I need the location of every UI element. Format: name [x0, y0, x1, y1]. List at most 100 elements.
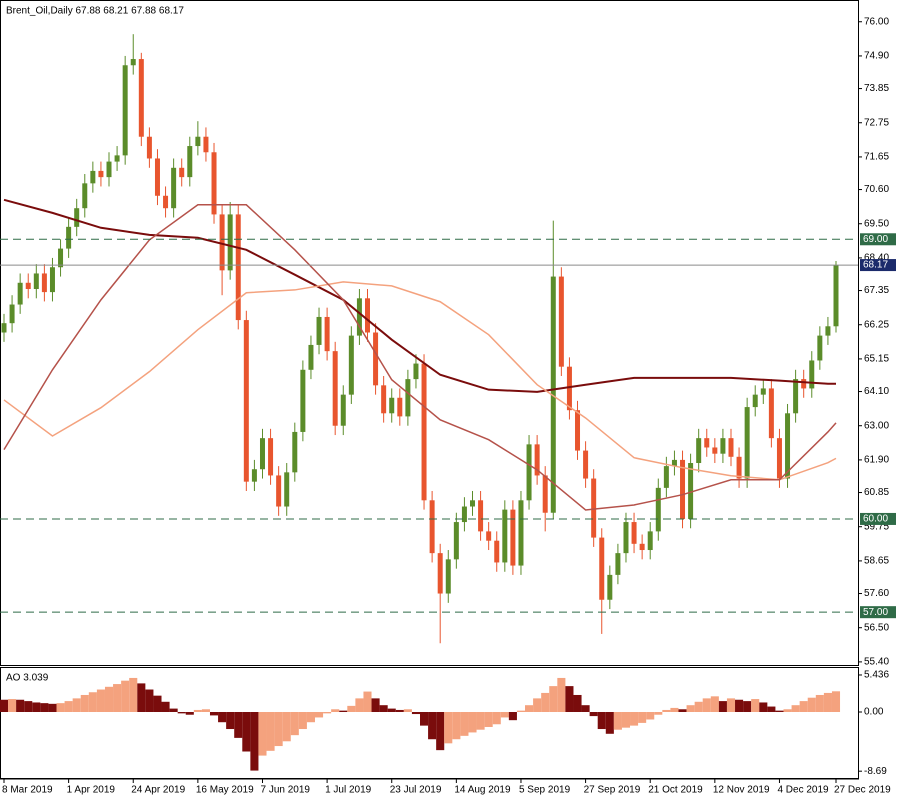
- ao-bar: [557, 677, 566, 712]
- candle-body: [453, 522, 459, 560]
- x-tick-label: 24 Apr 2019: [131, 785, 185, 796]
- candle-body: [704, 438, 710, 448]
- ao-bar: [694, 701, 703, 712]
- ao-bar: [791, 705, 800, 712]
- ao-bar: [40, 703, 49, 712]
- candle-body: [461, 506, 467, 523]
- y-tick-label: 60.85: [864, 487, 889, 498]
- candle-body: [17, 282, 23, 305]
- candle-body: [817, 335, 823, 361]
- ao-bar: [234, 712, 243, 738]
- ao-bar: [282, 712, 291, 742]
- candle-body: [163, 195, 169, 209]
- candle-body: [1, 323, 7, 333]
- ao-bar: [250, 712, 259, 771]
- ao-bar: [32, 702, 41, 712]
- ao-bar: [80, 694, 89, 712]
- ao-bar: [226, 712, 235, 730]
- y-tick-label: 56.50: [864, 622, 889, 633]
- ao-bar: [759, 702, 768, 712]
- ao-bar: [395, 709, 404, 712]
- ao-bar: [484, 712, 493, 727]
- y-tick-label: 63.00: [864, 420, 889, 431]
- price-pane: [0, 0, 859, 666]
- candle-body: [680, 459, 686, 519]
- y-tick-label: 73.85: [864, 83, 889, 94]
- ao-bar: [355, 698, 364, 712]
- ao-bar: [347, 705, 356, 712]
- ao-bar: [420, 712, 429, 726]
- ao-bar: [339, 710, 348, 712]
- ao-bar: [726, 698, 736, 712]
- candle-body: [639, 543, 645, 551]
- ao-bar: [185, 712, 194, 715]
- y-tick-label: 68.40: [864, 253, 889, 264]
- ao-bar: [266, 712, 275, 751]
- ao-bar: [783, 709, 792, 712]
- ao-bar: [460, 712, 469, 736]
- ao-bar: [581, 705, 590, 712]
- candle-body: [171, 167, 177, 209]
- ao-bar: [177, 712, 186, 714]
- level-label-box: [860, 233, 896, 246]
- candle-body: [397, 397, 403, 417]
- ao-bar: [549, 686, 558, 712]
- candle-body: [348, 335, 354, 395]
- candle-body: [712, 447, 718, 454]
- y-tick-label: 64.10: [864, 386, 889, 397]
- candle-body: [364, 298, 370, 333]
- ao-bar: [702, 698, 711, 712]
- ao-bar: [104, 686, 114, 712]
- x-tick-label: 21 Oct 2019: [648, 785, 703, 796]
- candle-body: [82, 183, 88, 209]
- ao-bar: [492, 712, 501, 725]
- ao-bar: [468, 712, 477, 733]
- candle-body: [146, 136, 152, 159]
- ao-bar: [387, 708, 396, 712]
- ao-bar: [363, 691, 372, 712]
- candle-body: [195, 136, 201, 147]
- candle-body: [550, 276, 556, 513]
- candle-body: [187, 146, 193, 178]
- x-tick-label: 23 Jul 2019: [390, 785, 442, 796]
- candle-body: [688, 463, 694, 519]
- ao-bar: [169, 708, 178, 712]
- candle-body: [494, 540, 500, 563]
- candle-body: [663, 466, 669, 488]
- ao-bar: [476, 712, 485, 730]
- ao-bar: [371, 698, 380, 712]
- x-tick-label: 27 Dec 2019: [834, 785, 891, 796]
- x-tick-label: 8 Mar 2019: [2, 785, 53, 796]
- ao-bar: [16, 699, 25, 712]
- ao-bar: [24, 701, 33, 712]
- candle-body: [413, 363, 419, 380]
- candle-body: [696, 438, 702, 464]
- candle-body: [583, 450, 589, 479]
- candle-body: [381, 385, 387, 414]
- ao-bar: [831, 691, 841, 712]
- candle-body: [534, 444, 540, 476]
- candle-body: [276, 475, 282, 507]
- candle-body: [647, 531, 653, 551]
- chart-title: Brent_Oil,Daily 67.88 68.21 67.88 68.17: [6, 6, 184, 17]
- ao-bar: [121, 680, 130, 712]
- y-tick-label: 70.60: [864, 184, 889, 195]
- candle-body: [801, 379, 807, 389]
- ao-bar: [209, 712, 219, 716]
- candle-body: [130, 59, 136, 66]
- ao-y-tick-label: -8.69: [864, 766, 887, 777]
- ao-bar: [428, 712, 437, 740]
- candle-body: [631, 522, 637, 544]
- y-tick-label: 67.35: [864, 285, 889, 296]
- candle-body: [470, 500, 476, 507]
- ao-bar: [64, 701, 73, 712]
- level-label-box: [860, 606, 896, 619]
- ao-bar: [444, 712, 453, 744]
- candle-body: [429, 500, 435, 554]
- candle-body: [106, 161, 112, 178]
- ao-bar: [113, 684, 122, 712]
- ao-bar: [662, 709, 671, 712]
- y-tick-label: 55.40: [864, 657, 889, 668]
- candle-body: [66, 226, 72, 249]
